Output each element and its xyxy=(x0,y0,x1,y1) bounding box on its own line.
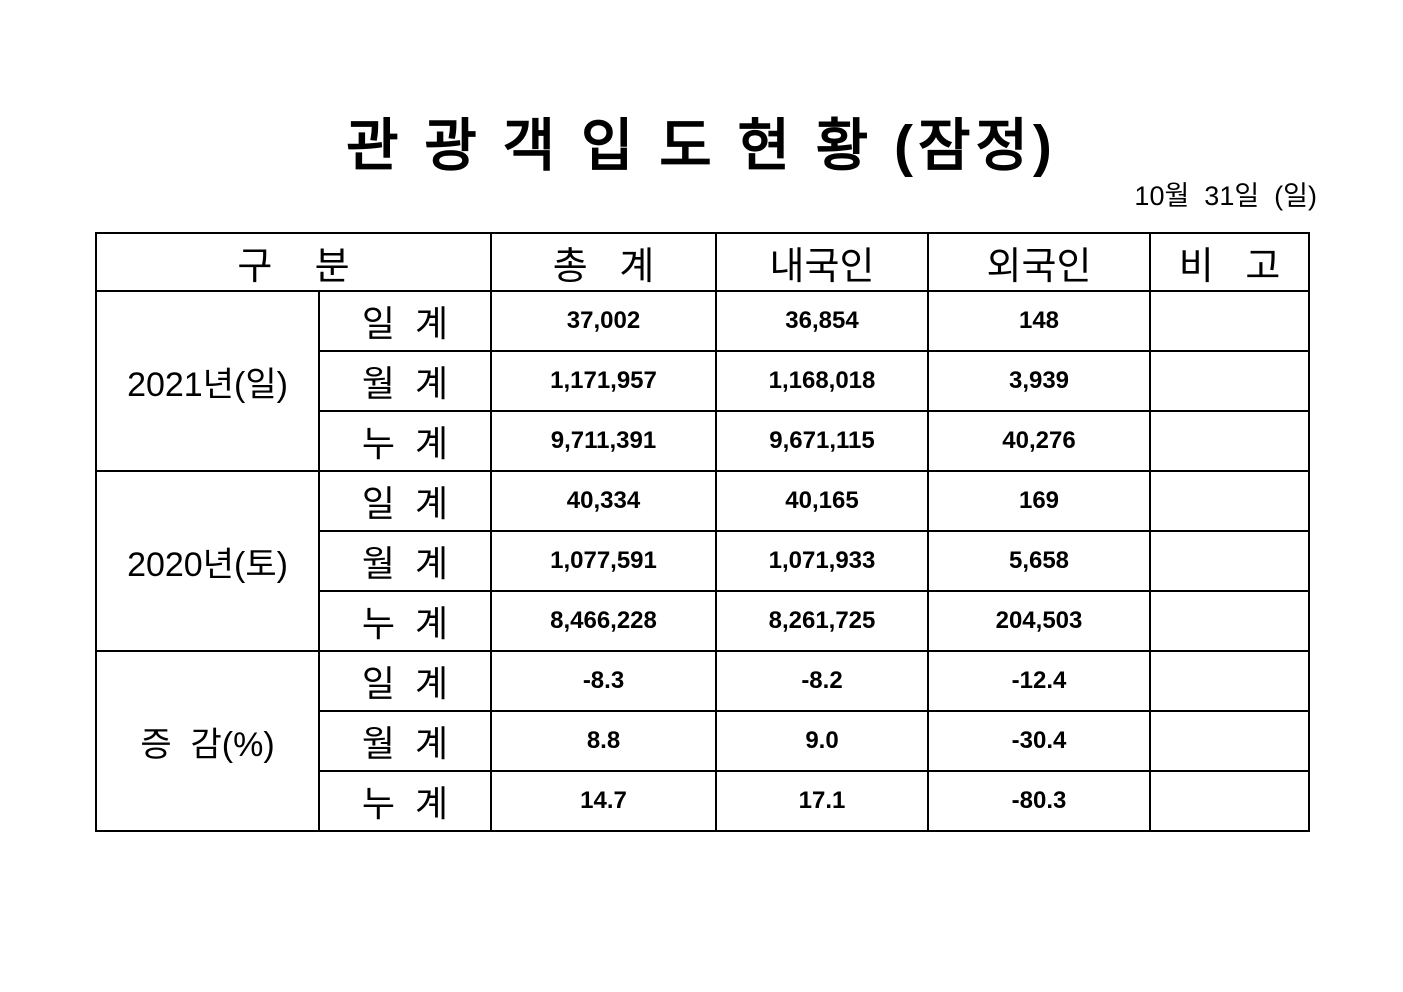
value-total: 14.7 xyxy=(490,770,717,832)
row-label-monthly: 월 계 xyxy=(318,350,492,412)
group-label-2020: 2020년(토) xyxy=(95,470,320,652)
note-cell xyxy=(1149,650,1310,712)
value-foreign: 40,276 xyxy=(927,410,1151,472)
header-foreign: 외국인 xyxy=(927,232,1151,292)
row-label-monthly: 월 계 xyxy=(318,710,492,772)
group-label-change: 증 감(%) xyxy=(95,650,320,832)
table-row-change-monthly: 월 계 8.8 9.0 -30.4 xyxy=(96,710,1310,772)
note-cell xyxy=(1149,350,1310,412)
table-row-change-daily: 증 감(%) 일 계 -8.3 -8.2 -12.4 xyxy=(95,650,1310,832)
document-title: 관 광 객 입 도 현 황 (잠정) xyxy=(346,114,1057,178)
header-domestic: 내국인 xyxy=(715,232,929,292)
value-foreign: -12.4 xyxy=(927,650,1151,712)
report-date: 10월 31일 (일) xyxy=(1134,181,1317,211)
note-cell xyxy=(1149,530,1310,592)
value-total: 8.8 xyxy=(490,710,717,772)
value-domestic: 1,168,018 xyxy=(715,350,929,412)
table-row-2020-cumulative: 누 계 8,466,228 8,261,725 204,503 xyxy=(96,590,1310,652)
row-label-monthly: 월 계 xyxy=(318,530,492,592)
group-label-2021: 2021년(일) xyxy=(95,290,320,472)
row-label-daily: 일 계 xyxy=(318,290,492,352)
value-foreign: 204,503 xyxy=(927,590,1151,652)
note-cell xyxy=(1149,410,1310,472)
value-total: -8.3 xyxy=(490,650,717,712)
value-domestic: 1,071,933 xyxy=(715,530,929,592)
value-domestic: 17.1 xyxy=(715,770,929,832)
value-total: 1,077,591 xyxy=(490,530,717,592)
row-label-cumulative: 누 계 xyxy=(318,770,492,832)
table-row-2020-daily: 2020년(토) 일 계 40,334 40,165 169 xyxy=(95,470,1310,652)
value-foreign: 3,939 xyxy=(927,350,1151,412)
row-label-cumulative: 누 계 xyxy=(318,590,492,652)
table-header-row: 구 분 총 계 내국인 외국인 비 고 xyxy=(95,232,1310,292)
value-total: 8,466,228 xyxy=(490,590,717,652)
value-foreign: 148 xyxy=(927,290,1151,352)
note-cell xyxy=(1149,590,1310,652)
header-note: 비 고 xyxy=(1149,232,1310,292)
note-cell xyxy=(1149,290,1310,352)
table-row-change-cumulative: 누 계 14.7 17.1 -80.3 xyxy=(96,770,1310,832)
value-total: 40,334 xyxy=(490,470,717,532)
note-cell xyxy=(1149,770,1310,832)
value-total: 9,711,391 xyxy=(490,410,717,472)
table-row-2020-monthly: 월 계 1,077,591 1,071,933 5,658 xyxy=(96,530,1310,592)
note-cell xyxy=(1149,710,1310,772)
value-total: 1,171,957 xyxy=(490,350,717,412)
tourist-arrival-table: 구 분 총 계 내국인 외국인 비 고 2021년(일) 일 계 37,002 … xyxy=(95,232,1310,832)
value-foreign: 169 xyxy=(927,470,1151,532)
table-row-2021-daily: 2021년(일) 일 계 37,002 36,854 148 xyxy=(95,290,1310,472)
row-label-daily: 일 계 xyxy=(318,470,492,532)
table-row-2021-cumulative: 누 계 9,711,391 9,671,115 40,276 xyxy=(96,410,1310,472)
row-label-cumulative: 누 계 xyxy=(318,410,492,472)
table-row-2021-monthly: 월 계 1,171,957 1,168,018 3,939 xyxy=(96,350,1310,412)
value-domestic: 40,165 xyxy=(715,470,929,532)
header-category: 구 분 xyxy=(95,232,492,292)
value-domestic: -8.2 xyxy=(715,650,929,712)
header-total: 총 계 xyxy=(490,232,717,292)
value-domestic: 9.0 xyxy=(715,710,929,772)
row-label-daily: 일 계 xyxy=(318,650,492,712)
value-total: 37,002 xyxy=(490,290,717,352)
value-domestic: 8,261,725 xyxy=(715,590,929,652)
value-foreign: 5,658 xyxy=(927,530,1151,592)
value-foreign: -30.4 xyxy=(927,710,1151,772)
value-domestic: 36,854 xyxy=(715,290,929,352)
value-domestic: 9,671,115 xyxy=(715,410,929,472)
value-foreign: -80.3 xyxy=(927,770,1151,832)
note-cell xyxy=(1149,470,1310,532)
